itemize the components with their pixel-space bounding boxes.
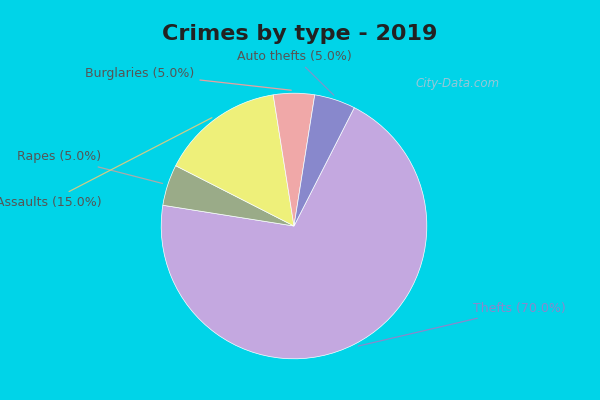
Text: Crimes by type - 2019: Crimes by type - 2019	[163, 24, 437, 44]
Wedge shape	[294, 95, 354, 226]
Text: Rapes (5.0%): Rapes (5.0%)	[17, 150, 163, 184]
Text: Burglaries (5.0%): Burglaries (5.0%)	[85, 67, 291, 90]
Text: Assaults (15.0%): Assaults (15.0%)	[0, 118, 212, 208]
Wedge shape	[176, 95, 294, 226]
Wedge shape	[273, 93, 315, 226]
Wedge shape	[161, 108, 427, 359]
Text: Thefts (70.0%): Thefts (70.0%)	[358, 302, 566, 346]
Text: Auto thefts (5.0%): Auto thefts (5.0%)	[236, 50, 352, 95]
Text: City-Data.com: City-Data.com	[416, 77, 500, 90]
Wedge shape	[163, 166, 294, 226]
